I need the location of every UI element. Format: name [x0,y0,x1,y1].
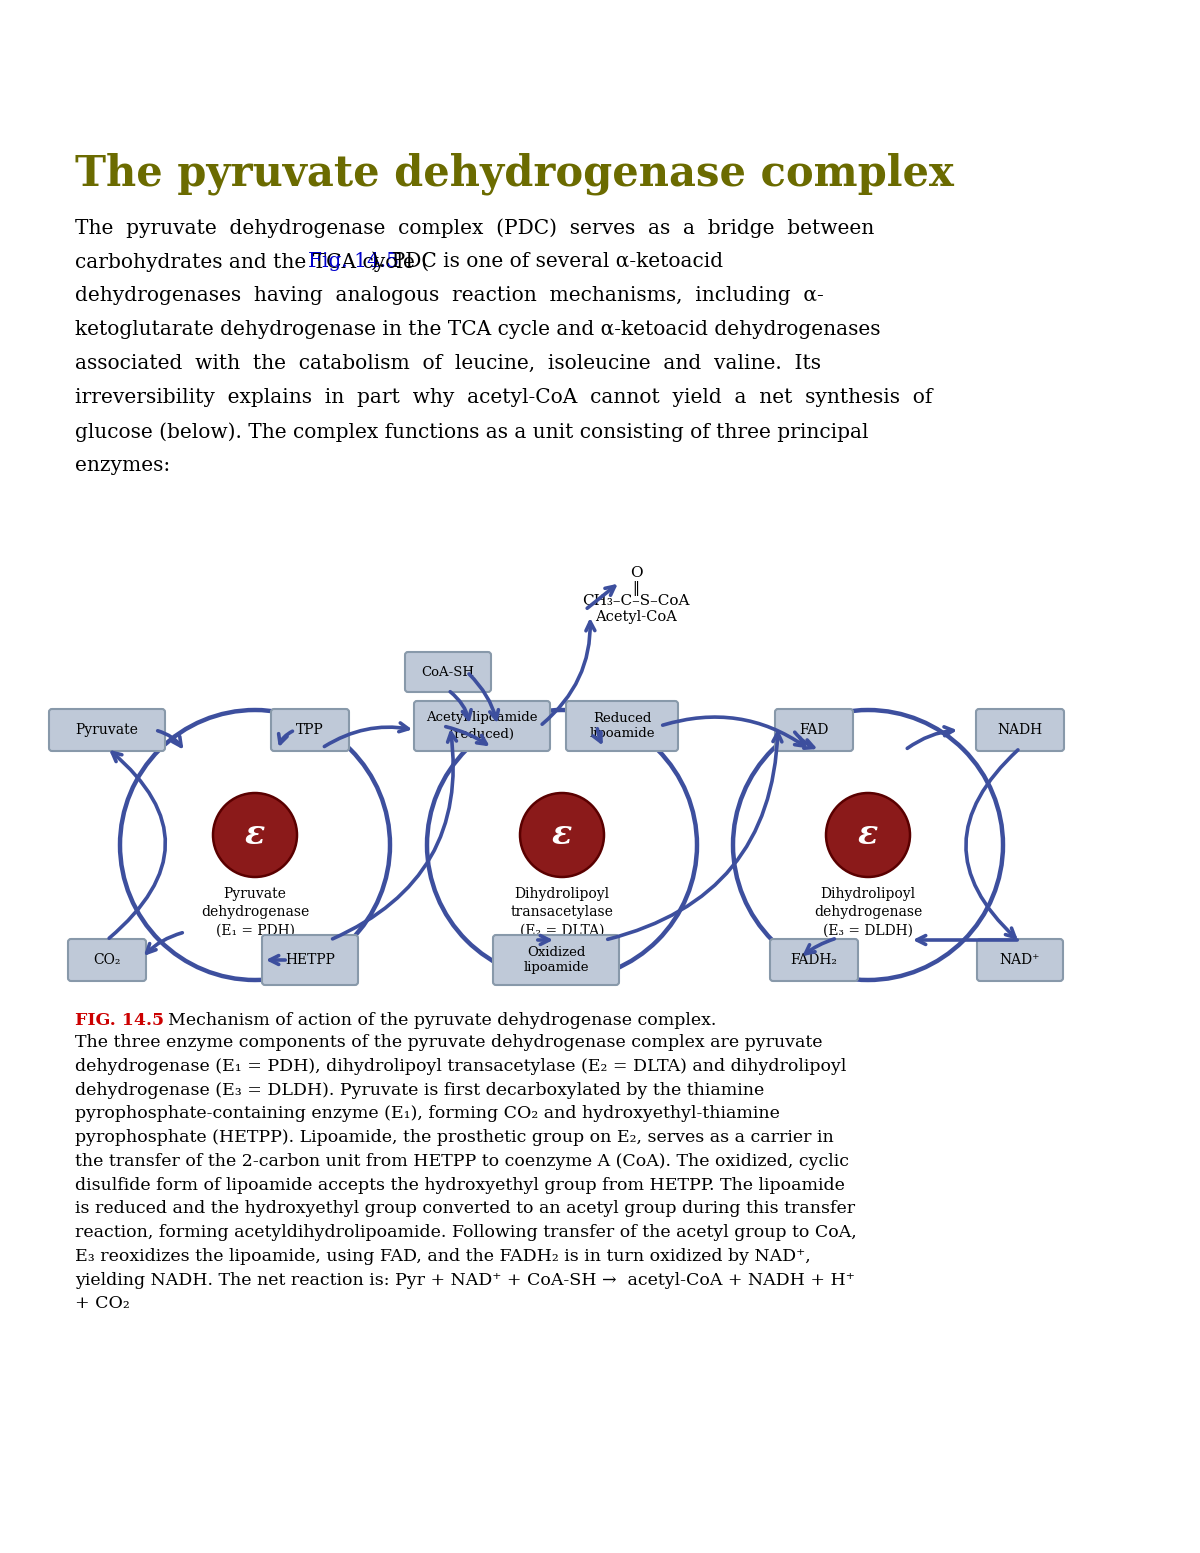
FancyBboxPatch shape [262,935,358,985]
Text: Acetyl lipoamide
(reduced): Acetyl lipoamide (reduced) [426,711,538,741]
Text: Reduced
lipoamide: Reduced lipoamide [589,711,655,741]
Circle shape [520,794,604,877]
Text: CoA-SH: CoA-SH [421,666,474,679]
Text: CH₃–C–S–CoA: CH₃–C–S–CoA [582,593,690,609]
Text: Mechanism of action of the pyruvate dehydrogenase complex.: Mechanism of action of the pyruvate dehy… [157,1013,716,1030]
Text: carbohydrates and the TCA cycle (: carbohydrates and the TCA cycle ( [74,252,430,272]
Text: O: O [630,565,642,579]
Circle shape [214,794,298,877]
FancyBboxPatch shape [566,700,678,752]
FancyBboxPatch shape [770,940,858,981]
FancyBboxPatch shape [414,700,550,752]
Text: glucose (below). The complex functions as a unit consisting of three principal: glucose (below). The complex functions a… [74,422,869,441]
Text: NAD⁺: NAD⁺ [1000,954,1040,968]
Text: FADH₂: FADH₂ [791,954,838,968]
Circle shape [826,794,910,877]
FancyBboxPatch shape [977,940,1063,981]
FancyBboxPatch shape [976,710,1064,752]
Text: TPP: TPP [296,724,324,738]
Text: ε: ε [858,818,878,851]
Text: HETPP: HETPP [286,954,335,968]
FancyBboxPatch shape [49,710,166,752]
FancyBboxPatch shape [271,710,349,752]
Text: ). PDC is one of several α-ketoacid: ). PDC is one of several α-ketoacid [371,252,724,272]
FancyBboxPatch shape [775,710,853,752]
Text: The pyruvate dehydrogenase complex: The pyruvate dehydrogenase complex [74,152,954,196]
Text: The  pyruvate  dehydrogenase  complex  (PDC)  serves  as  a  bridge  between: The pyruvate dehydrogenase complex (PDC)… [74,217,875,238]
FancyBboxPatch shape [493,935,619,985]
Text: associated  with  the  catabolism  of  leucine,  isoleucine  and  valine.  Its: associated with the catabolism of leucin… [74,354,821,373]
Text: The three enzyme components of the pyruvate dehydrogenase complex are pyruvate
d: The three enzyme components of the pyruv… [74,1034,857,1312]
Text: enzymes:: enzymes: [74,457,170,475]
Text: dehydrogenases  having  analogous  reaction  mechanisms,  including  α-: dehydrogenases having analogous reaction… [74,286,823,304]
Text: irreversibility  explains  in  part  why  acetyl-CoA  cannot  yield  a  net  syn: irreversibility explains in part why ace… [74,388,932,407]
FancyBboxPatch shape [406,652,491,693]
Text: FAD: FAD [799,724,829,738]
FancyBboxPatch shape [68,940,146,981]
Text: ε: ε [552,818,572,851]
Text: Pyruvate
dehydrogenase
(E₁ = PDH): Pyruvate dehydrogenase (E₁ = PDH) [200,887,310,938]
Text: ε: ε [245,818,265,851]
Text: CO₂: CO₂ [94,954,121,968]
Text: Dihydrolipoyl
transacetylase
(E₂ = DLTA): Dihydrolipoyl transacetylase (E₂ = DLTA) [510,887,613,938]
Text: Fig. 14.5: Fig. 14.5 [307,252,398,272]
Text: FIG. 14.5: FIG. 14.5 [74,1013,164,1030]
Text: NADH: NADH [997,724,1043,738]
Text: Oxidized
lipoamide: Oxidized lipoamide [523,946,589,974]
Text: ketoglutarate dehydrogenase in the TCA cycle and α-ketoacid dehydrogenases: ketoglutarate dehydrogenase in the TCA c… [74,320,881,339]
Text: Acetyl-CoA: Acetyl-CoA [595,610,677,624]
Text: Pyruvate: Pyruvate [76,724,138,738]
Text: ‖: ‖ [632,581,640,596]
Text: Dihydrolipoyl
dehydrogenase
(E₃ = DLDH): Dihydrolipoyl dehydrogenase (E₃ = DLDH) [814,887,922,938]
